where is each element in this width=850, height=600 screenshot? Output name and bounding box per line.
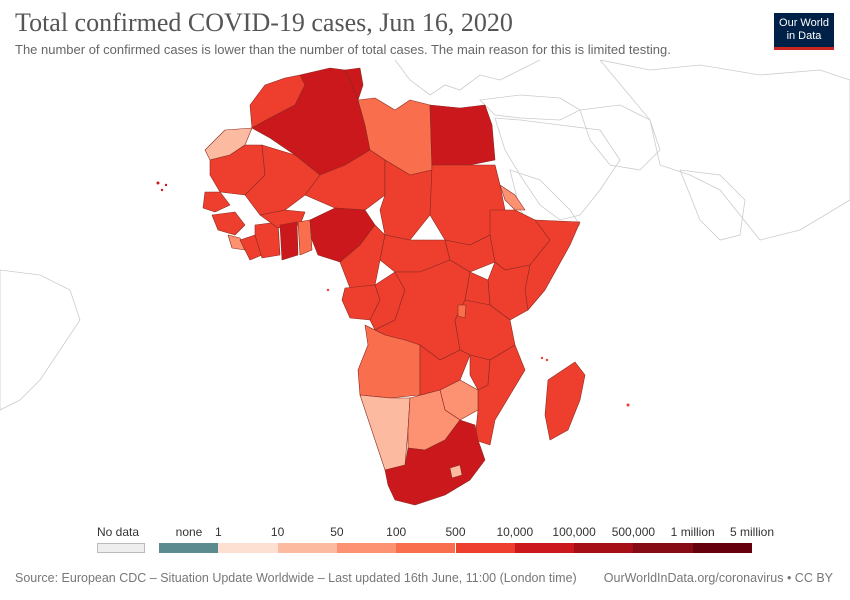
turkey-outline	[479, 94, 581, 121]
credit-link[interactable]: OurWorldInData.org/coronavirus • CC BY	[603, 571, 833, 585]
legend-swatch[interactable]	[633, 543, 693, 553]
legend-label: 10,000	[496, 525, 534, 539]
legend-label: 1 million	[670, 525, 715, 539]
comoros-island-2	[545, 358, 549, 362]
iran-outline	[579, 104, 661, 171]
africa-countries	[202, 67, 586, 506]
legend-swatch[interactable]	[692, 543, 752, 553]
sao-tome-island	[326, 288, 330, 292]
africa-choropleth-map[interactable]	[0, 60, 850, 520]
country-guinea	[211, 211, 246, 236]
legend-no-data-label: No data	[97, 525, 140, 539]
legend-label: 5 million	[729, 525, 775, 539]
country-eritrea	[499, 184, 526, 211]
cape-verde-island-2	[160, 188, 164, 192]
chart-subtitle: The number of confirmed cases is lower t…	[15, 42, 671, 57]
legend-label: 10	[270, 525, 285, 539]
legend-label: 100	[386, 525, 407, 539]
country-senegal	[202, 191, 231, 213]
country-ghana	[279, 221, 299, 261]
legend-label: 500	[445, 525, 466, 539]
comoros-island	[540, 356, 544, 360]
country-malawi	[469, 354, 491, 391]
india-outline	[679, 169, 746, 241]
country-togo-benin	[297, 219, 313, 256]
legend-swatch[interactable]	[574, 543, 634, 553]
legend-swatch[interactable]	[455, 543, 515, 553]
country-south-africa	[384, 419, 486, 506]
cape-verde-island-3	[164, 183, 168, 187]
legend-label: 50	[330, 525, 344, 539]
legend-label: none	[175, 525, 203, 539]
source-note: Source: European CDC – Situation Update …	[15, 571, 577, 585]
legend-swatch[interactable]	[277, 543, 337, 553]
background-geography	[0, 60, 850, 411]
country-egypt	[429, 104, 496, 166]
country-tunisia	[344, 67, 364, 101]
islands	[156, 181, 630, 407]
logo-line-1: Our World	[779, 17, 829, 29]
country-madagascar	[544, 361, 586, 441]
legend-swatch[interactable]	[336, 543, 397, 553]
south-america-outline	[0, 269, 81, 411]
legend-no-data-swatch	[97, 543, 145, 553]
europe-outline	[394, 60, 541, 96]
chart-title: Total confirmed COVID-19 cases, Jun 16, …	[15, 8, 513, 37]
legend-swatch[interactable]	[159, 543, 219, 553]
country-lesotho	[449, 464, 463, 479]
middle-east-outline	[494, 117, 621, 221]
owid-logo[interactable]: Our World in Data	[774, 13, 834, 50]
legend-label: 100,000	[552, 525, 596, 539]
country-namibia	[359, 394, 411, 471]
country-angola	[357, 324, 421, 399]
cape-verde-island	[156, 181, 160, 185]
legend-swatch[interactable]	[218, 543, 278, 553]
logo-line-2: in Data	[786, 30, 822, 42]
legend-label: 1	[214, 525, 222, 539]
country-mozambique	[474, 344, 526, 446]
mauritius-island	[626, 403, 630, 407]
legend-swatch[interactable]	[396, 543, 456, 553]
legend-label: 500,000	[611, 525, 656, 539]
legend-swatch[interactable]	[514, 543, 575, 553]
country-burundi	[457, 304, 467, 319]
asia-outline	[599, 60, 850, 241]
